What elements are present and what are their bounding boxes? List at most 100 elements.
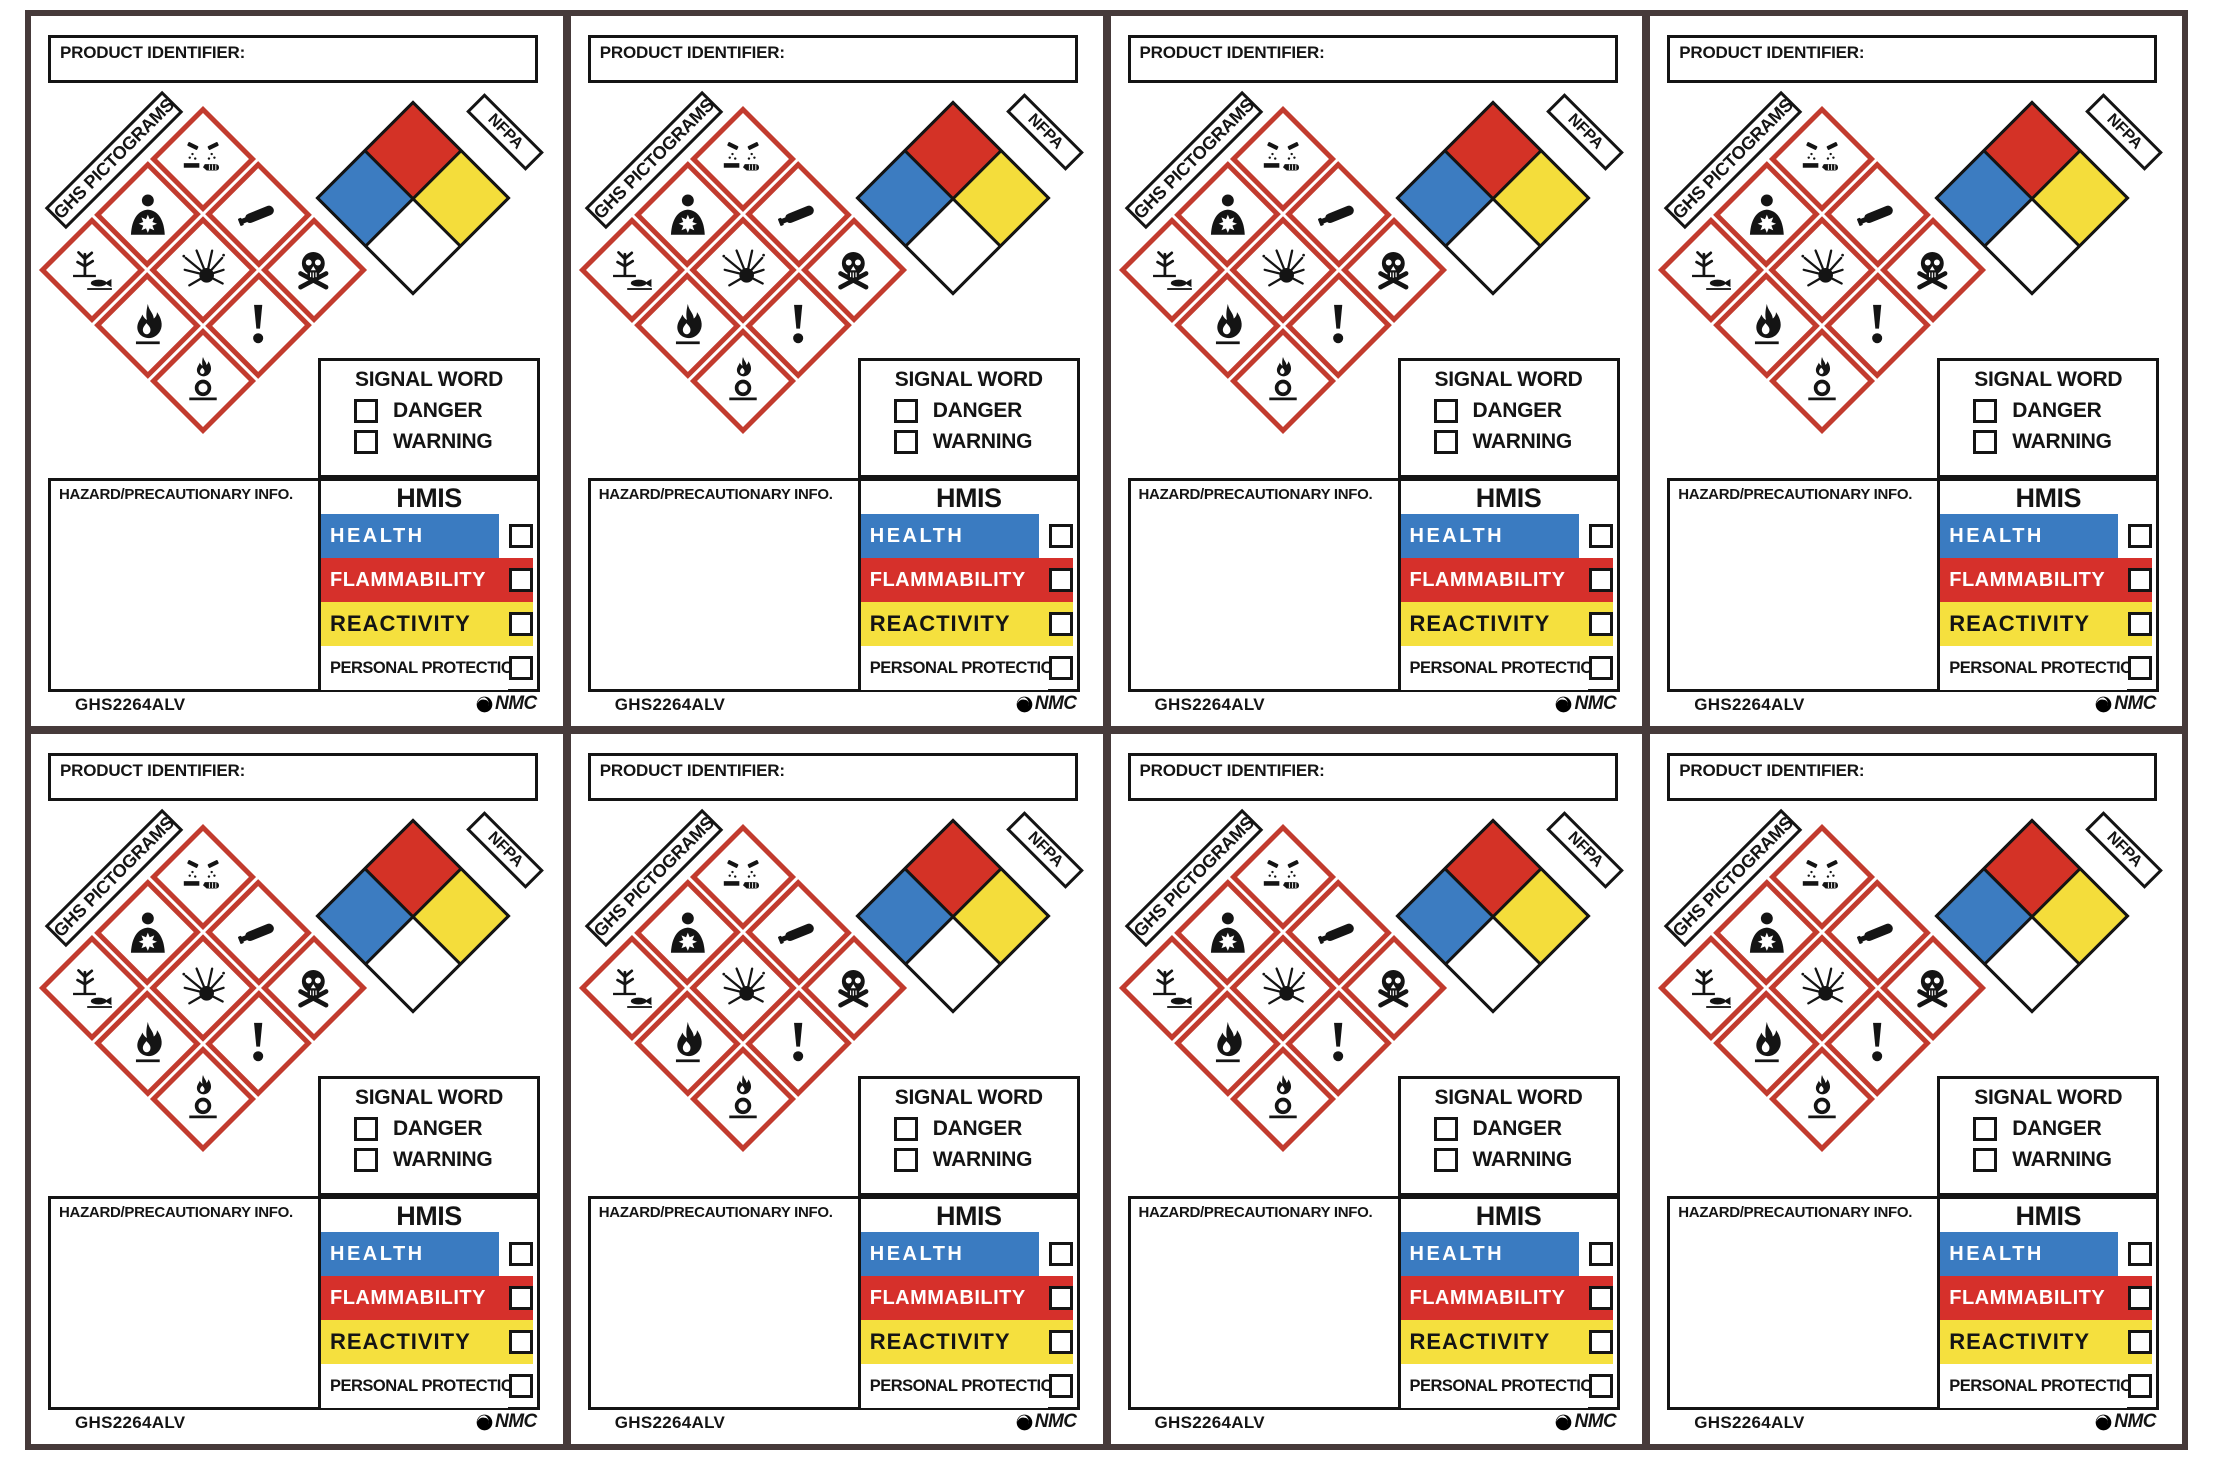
danger-checkbox[interactable] (354, 399, 378, 423)
warning-checkbox[interactable] (1973, 1148, 1998, 1172)
danger-checkbox[interactable] (893, 1117, 918, 1141)
hazard-info-field[interactable]: HAZARD/PRECAUTIONARY INFO. (591, 481, 861, 689)
warning-checkbox[interactable] (354, 430, 378, 454)
product-identifier-field[interactable]: PRODUCT IDENTIFIER: (1127, 753, 1618, 801)
nmc-swirl-icon (476, 1414, 493, 1431)
hmis-band: PERSONAL PROTECTION (1400, 646, 1605, 690)
flammability-checkbox[interactable] (1588, 1286, 1613, 1310)
brand-name: NMC (1574, 693, 1617, 714)
brand-logo: NMC (1016, 1411, 1077, 1433)
flammability-checkbox[interactable] (1048, 1286, 1073, 1310)
personal-protection-checkbox[interactable] (2128, 656, 2153, 680)
hazard-info-field[interactable]: HAZARD/PRECAUTIONARY INFO. (591, 1199, 861, 1407)
health-checkbox[interactable] (509, 1242, 533, 1266)
danger-checkbox[interactable] (354, 1117, 378, 1141)
reactivity-checkbox[interactable] (1048, 1330, 1073, 1354)
health-checkbox[interactable] (1588, 1242, 1613, 1266)
hmis-row-label: PERSONAL PROTECTION (1949, 658, 2144, 677)
exploding-bomb-icon (720, 965, 766, 1011)
danger-checkbox[interactable] (893, 399, 918, 423)
part-number: GHS2264ALV (1154, 1413, 1265, 1432)
reactivity-checkbox[interactable] (2128, 612, 2153, 636)
product-identifier-field[interactable]: PRODUCT IDENTIFIER: (1667, 753, 2158, 801)
flammability-checkbox[interactable] (509, 1286, 533, 1310)
danger-checkbox[interactable] (1433, 1117, 1458, 1141)
danger-checkbox[interactable] (1973, 399, 1998, 423)
product-identifier-field[interactable]: PRODUCT IDENTIFIER: (48, 35, 538, 83)
gas-cylinder-icon (1855, 910, 1901, 956)
hazard-hmis-box: HAZARD/PRECAUTIONARY INFO. HMIS HEALTH F… (1127, 478, 1620, 692)
corrosion-icon (1260, 854, 1306, 900)
reactivity-checkbox[interactable] (2128, 1330, 2153, 1354)
nfpa-tag-label: NFPA (484, 828, 527, 871)
danger-checkbox[interactable] (1973, 1117, 1998, 1141)
danger-checkbox[interactable] (1433, 399, 1458, 423)
personal-protection-checkbox[interactable] (1588, 1374, 1613, 1398)
brand-name: NMC (1574, 1411, 1617, 1432)
personal-protection-checkbox[interactable] (509, 1374, 533, 1398)
hazard-info-field[interactable]: HAZARD/PRECAUTIONARY INFO. (51, 481, 321, 689)
product-identifier-field[interactable]: PRODUCT IDENTIFIER: (1667, 35, 2158, 83)
personal-protection-checkbox[interactable] (1048, 1374, 1073, 1398)
personal-protection-checkbox[interactable] (2128, 1374, 2153, 1398)
product-identifier-field[interactable]: PRODUCT IDENTIFIER: (1127, 35, 1618, 83)
product-identifier-field[interactable]: PRODUCT IDENTIFIER: (587, 753, 1078, 801)
reactivity-checkbox[interactable] (1588, 1330, 1613, 1354)
hmis-band: PERSONAL PROTECTION (860, 1364, 1065, 1408)
flammability-checkbox[interactable] (1048, 568, 1073, 592)
brand-name: NMC (494, 693, 537, 714)
hazard-info-field[interactable]: HAZARD/PRECAUTIONARY INFO. (1131, 481, 1401, 689)
ghs-label: PRODUCT IDENTIFIER: GHS PICTOGRAMS NFPA (1110, 16, 1643, 726)
brand-logo: NMC (1555, 693, 1617, 715)
signal-option-warning: WARNING (1973, 430, 2156, 454)
health-hazard-icon (1204, 910, 1250, 956)
hmis-band: REACTIVITY (321, 1320, 533, 1364)
hmis-band: FLAMMABILITY (1400, 558, 1613, 602)
hmis-panel: HMIS HEALTH FLAMMABILITY REACTIVITY (1400, 481, 1617, 690)
exploding-bomb-icon (1799, 965, 1845, 1011)
hazard-info-field[interactable]: HAZARD/PRECAUTIONARY INFO. (51, 1199, 321, 1407)
health-checkbox[interactable] (1048, 1242, 1073, 1266)
personal-protection-checkbox[interactable] (1048, 656, 1073, 680)
flammability-checkbox[interactable] (509, 568, 533, 592)
health-checkbox[interactable] (2128, 524, 2153, 548)
reactivity-checkbox[interactable] (1588, 612, 1613, 636)
reactivity-checkbox[interactable] (509, 612, 533, 636)
warning-checkbox[interactable] (1433, 430, 1458, 454)
signal-option-danger: DANGER (893, 399, 1077, 423)
signal-word-box: SIGNAL WORD DANGER WARNING (1397, 1076, 1620, 1196)
warning-checkbox[interactable] (354, 1148, 378, 1172)
hmis-row-label: PERSONAL PROTECTION (1409, 1376, 1605, 1395)
signal-option-warning: WARNING (893, 430, 1077, 454)
flammability-checkbox[interactable] (2128, 568, 2153, 592)
hmis-row-personal-protection: PERSONAL PROTECTION (860, 1364, 1077, 1408)
hazard-info-field[interactable]: HAZARD/PRECAUTIONARY INFO. (1131, 1199, 1401, 1407)
health-checkbox[interactable] (1588, 524, 1613, 548)
product-identifier-field[interactable]: PRODUCT IDENTIFIER: (587, 35, 1078, 83)
warning-checkbox[interactable] (893, 430, 918, 454)
hazard-info-field[interactable]: HAZARD/PRECAUTIONARY INFO. (1670, 481, 1941, 689)
warning-checkbox[interactable] (1433, 1148, 1458, 1172)
warning-checkbox[interactable] (893, 1148, 918, 1172)
hazard-info-field[interactable]: HAZARD/PRECAUTIONARY INFO. (1670, 1199, 1941, 1407)
exclamation-mark-icon (236, 303, 282, 349)
flammability-checkbox[interactable] (1588, 568, 1613, 592)
product-identifier-field[interactable]: PRODUCT IDENTIFIER: (48, 753, 538, 801)
flame-over-circle-icon (1260, 358, 1306, 404)
exclamation-mark-icon (775, 1021, 821, 1067)
hmis-band: HEALTH (860, 1232, 1039, 1276)
health-checkbox[interactable] (2128, 1242, 2153, 1266)
danger-label: DANGER (1472, 1117, 1563, 1140)
signal-word-box: SIGNAL WORD DANGER WARNING (857, 358, 1080, 478)
flammability-checkbox[interactable] (2128, 1286, 2153, 1310)
health-checkbox[interactable] (1048, 524, 1073, 548)
health-checkbox[interactable] (509, 524, 533, 548)
reactivity-checkbox[interactable] (1048, 612, 1073, 636)
personal-protection-checkbox[interactable] (509, 656, 533, 680)
flame-icon (1744, 303, 1790, 349)
hmis-title: HMIS (936, 483, 1002, 513)
personal-protection-checkbox[interactable] (1588, 656, 1613, 680)
hmis-row-reactivity: REACTIVITY (1940, 602, 2156, 646)
reactivity-checkbox[interactable] (509, 1330, 533, 1354)
warning-checkbox[interactable] (1973, 430, 1998, 454)
